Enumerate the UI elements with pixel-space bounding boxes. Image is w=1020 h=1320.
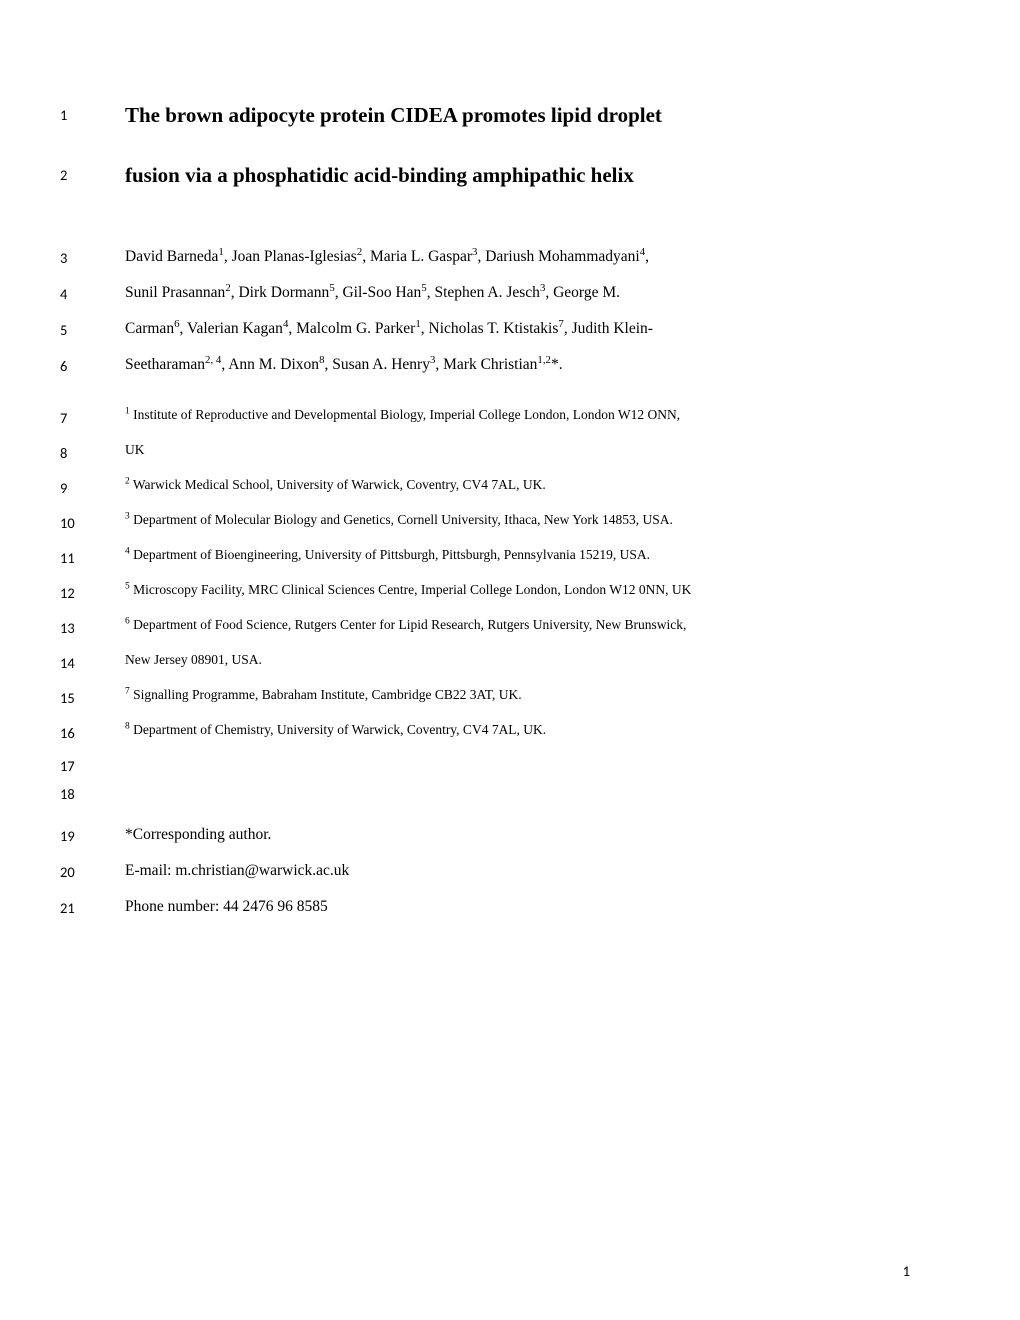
line-number: 21 bbox=[60, 889, 125, 925]
line-number: 5 bbox=[60, 311, 125, 347]
line-number: 1 bbox=[60, 100, 125, 134]
line-number: 4 bbox=[60, 275, 125, 311]
line-number: 11 bbox=[60, 541, 125, 572]
affiliation-6: 6 Department of Food Science, Rutgers Ce… bbox=[125, 611, 910, 642]
line-number: 7 bbox=[60, 401, 125, 432]
blank-line bbox=[125, 779, 910, 807]
line-number: 2 bbox=[60, 160, 125, 194]
contact-phone: Phone number: 44 2476 96 8585 bbox=[125, 889, 910, 925]
affiliation-3: 3 Department of Molecular Biology and Ge… bbox=[125, 506, 910, 537]
line-number: 6 bbox=[60, 347, 125, 383]
affiliation-6b: New Jersey 08901, USA. bbox=[125, 646, 910, 677]
line-number: 8 bbox=[60, 436, 125, 467]
authors-line-1: David Barneda1, Joan Planas-Iglesias2, M… bbox=[125, 239, 910, 275]
title-line-2: fusion via a phosphatidic acid-binding a… bbox=[125, 160, 910, 192]
contact-email: E-mail: m.christian@warwick.ac.uk bbox=[125, 853, 910, 889]
affiliation-5: 5 Microscopy Facility, MRC Clinical Scie… bbox=[125, 576, 910, 607]
line-number: 18 bbox=[60, 779, 125, 807]
line-number: 13 bbox=[60, 611, 125, 642]
corresponding-author: *Corresponding author. bbox=[125, 817, 910, 853]
page-container: 1 The brown adipocyte protein CIDEA prom… bbox=[60, 100, 910, 160]
affiliation-8: 8 Department of Chemistry, University of… bbox=[125, 716, 910, 747]
affiliation-7: 7 Signalling Programme, Babraham Institu… bbox=[125, 681, 910, 712]
title-line-1: The brown adipocyte protein CIDEA promot… bbox=[125, 100, 910, 132]
line-number: 3 bbox=[60, 239, 125, 275]
affiliation-1: 1 Institute of Reproductive and Developm… bbox=[125, 401, 910, 432]
authors-line-2: Sunil Prasannan2, Dirk Dormann5, Gil-Soo… bbox=[125, 275, 910, 311]
line-number: 19 bbox=[60, 817, 125, 853]
affiliation-4: 4 Department of Bioengineering, Universi… bbox=[125, 541, 910, 572]
line-number: 17 bbox=[60, 751, 125, 779]
authors-line-4: Seetharaman2, 4, Ann M. Dixon8, Susan A.… bbox=[125, 347, 910, 383]
line-number: 16 bbox=[60, 716, 125, 747]
line-number: 9 bbox=[60, 471, 125, 502]
line-number: 15 bbox=[60, 681, 125, 712]
authors-line-3: Carman6, Valerian Kagan4, Malcolm G. Par… bbox=[125, 311, 910, 347]
line-number: 14 bbox=[60, 646, 125, 677]
affiliation-2: 2 Warwick Medical School, University of … bbox=[125, 471, 910, 502]
page-number: 1 bbox=[903, 1262, 910, 1280]
line-number: 10 bbox=[60, 506, 125, 537]
affiliation-1b: UK bbox=[125, 436, 910, 467]
line-number: 20 bbox=[60, 853, 125, 889]
blank-line bbox=[125, 751, 910, 779]
line-number: 12 bbox=[60, 576, 125, 607]
